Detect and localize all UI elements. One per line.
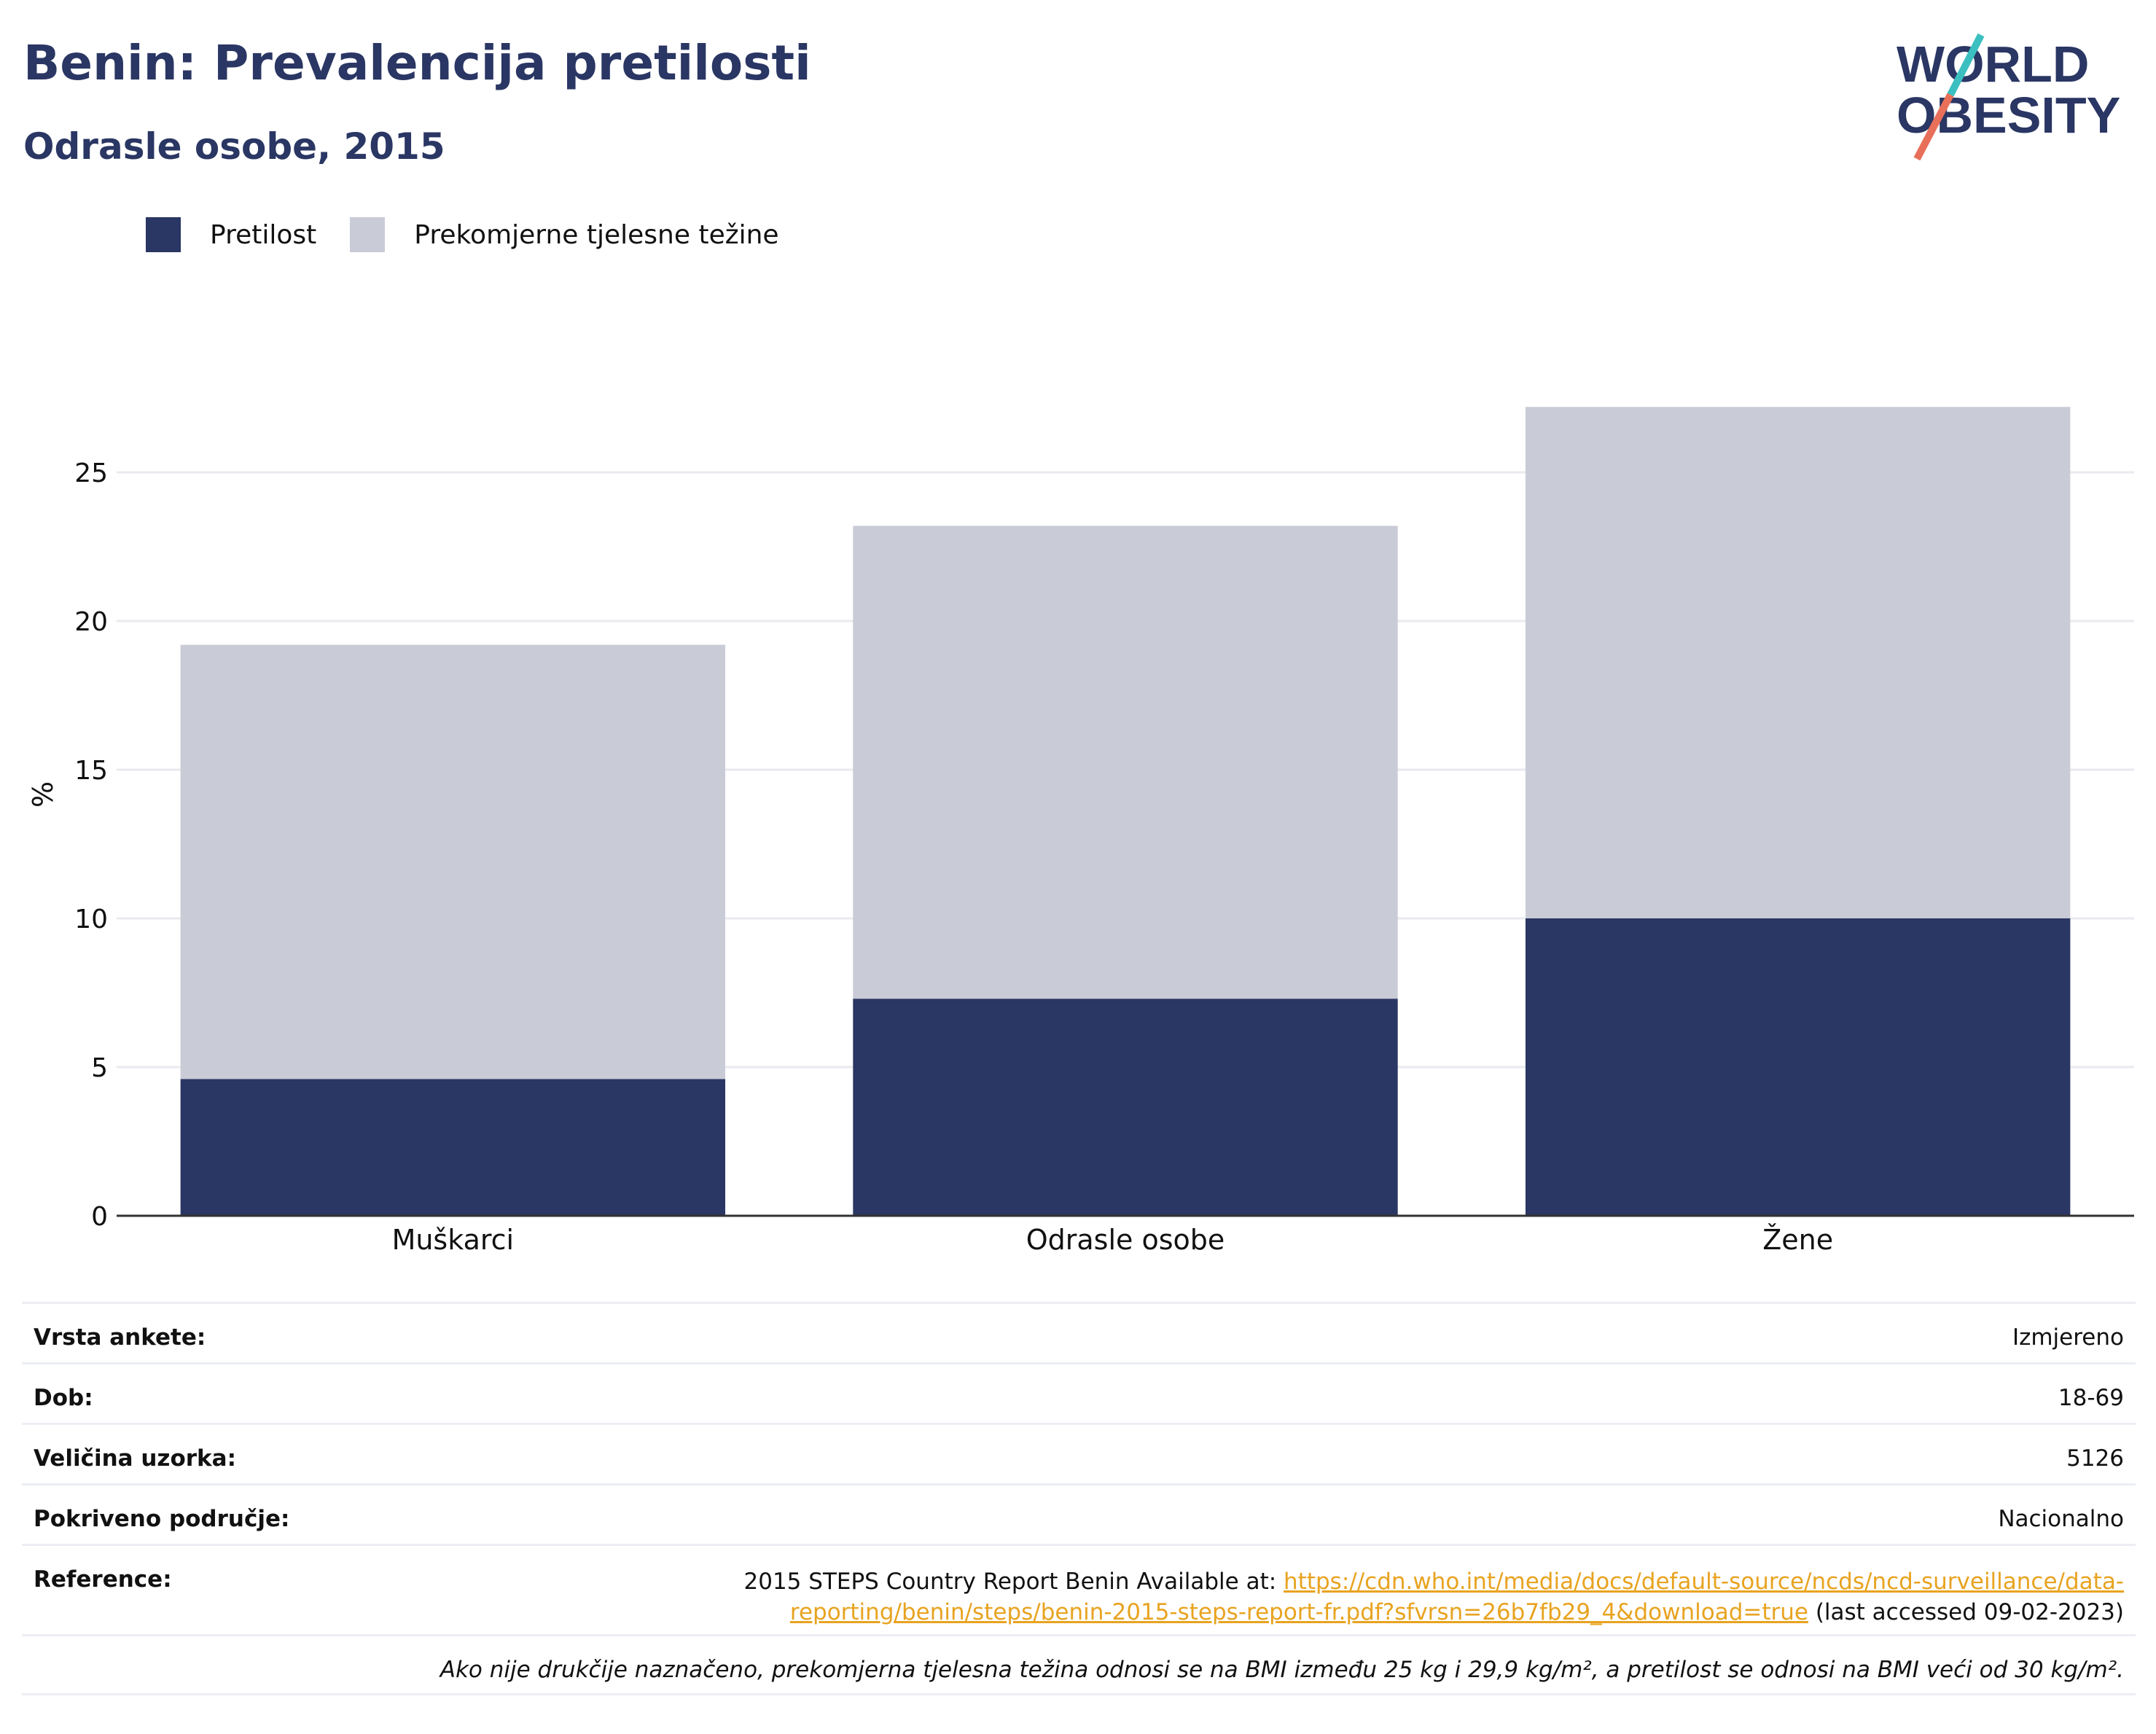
legend-swatch-overweight: [350, 217, 386, 252]
sample-size-label: Veličina uzorka:: [34, 1445, 236, 1472]
coverage-value: Nacionalno: [1998, 1506, 2124, 1532]
reference-suffix: (last accessed 09-02-2023): [1808, 1599, 2124, 1625]
reference-prefix: 2015 STEPS Country Report Benin Availabl…: [743, 1569, 1284, 1595]
y-axis-label: %: [27, 781, 59, 808]
bar-obesity: [853, 999, 1398, 1216]
reference-value: 2015 STEPS Country Report Benin Availabl…: [666, 1566, 2124, 1628]
logo-teal-slash: [1947, 33, 1985, 97]
reference-link-part-2: reporting/benin/steps/benin-2015-steps-r…: [789, 1599, 1808, 1625]
x-tick-label: Žene: [1762, 1224, 1833, 1256]
y-tick-label: 0: [91, 1202, 108, 1232]
x-tick-label: Muškarci: [392, 1224, 515, 1256]
bar-obesity: [1525, 918, 2071, 1216]
bar-overweight: [853, 526, 1398, 999]
legend-item-obesity[interactable]: Pretilost: [146, 217, 316, 252]
page-title: Benin: Prevalencija pretilosti: [23, 35, 811, 91]
reference-row: Reference: 2015 STEPS Country Report Ben…: [22, 1544, 2136, 1634]
chart-legend: Pretilost Prekomjerne tjelesne težine: [146, 217, 813, 252]
age-label: Dob:: [34, 1385, 93, 1411]
age-value: 18-69: [2058, 1385, 2124, 1411]
y-tick-label: 25: [74, 458, 108, 488]
stacked-bar-chart: 0 5 10 15 20 25% Muškarci Odrasle osobe Žene: [27, 407, 2134, 1256]
survey-type-value: Izmjereno: [2012, 1324, 2124, 1351]
legend-swatch-obesity: [146, 217, 181, 252]
reference-link-part-1: https://cdn.who.int/media/docs/default-s…: [1284, 1569, 2124, 1595]
y-tick-label: 20: [74, 607, 108, 637]
survey-type-label: Vrsta ankete:: [34, 1324, 206, 1351]
legend-item-overweight[interactable]: Prekomjerne tjelesne težine: [350, 217, 779, 252]
legend-label-obesity: Pretilost: [210, 219, 317, 250]
y-tick-label: 10: [74, 905, 108, 934]
y-tick-label: 15: [74, 756, 108, 786]
legend-label-overweight: Prekomjerne tjelesne težine: [414, 219, 779, 250]
reference-link[interactable]: https://cdn.who.int/media/docs/default-s…: [790, 1569, 2124, 1625]
survey-info-table: Vrsta ankete: Izmjereno Dob: 18-69 Velič…: [22, 1302, 2136, 1695]
x-tick-label: Odrasle osobe: [1026, 1224, 1225, 1256]
bar-overweight: [180, 644, 726, 1079]
reference-label: Reference:: [34, 1566, 172, 1593]
definition-note-row: Ako nije drukčije naznačeno, prekomjerna…: [22, 1634, 2136, 1695]
coverage-label: Pokriveno područje:: [34, 1506, 290, 1532]
sample-size-row: Veličina uzorka: 5126: [22, 1423, 2136, 1483]
survey-type-row: Vrsta ankete: Izmjereno: [22, 1302, 2136, 1362]
y-tick-label: 5: [91, 1053, 108, 1083]
world-obesity-logo: WORLD OBESITY: [1895, 29, 2143, 161]
bar-obesity: [180, 1079, 726, 1216]
definition-note: Ako nije drukčije naznačeno, prekomjerna…: [440, 1657, 2124, 1683]
logo-coral-slash: [1913, 93, 1954, 161]
bar-overweight: [1525, 407, 2071, 918]
logo-line-1: WORLD: [1897, 36, 2089, 93]
sample-size-value: 5126: [2066, 1445, 2124, 1472]
coverage-row: Pokriveno područje: Nacionalno: [22, 1483, 2136, 1544]
age-row: Dob: 18-69: [22, 1362, 2136, 1423]
page-subtitle: Odrasle osobe, 2015: [23, 125, 445, 168]
